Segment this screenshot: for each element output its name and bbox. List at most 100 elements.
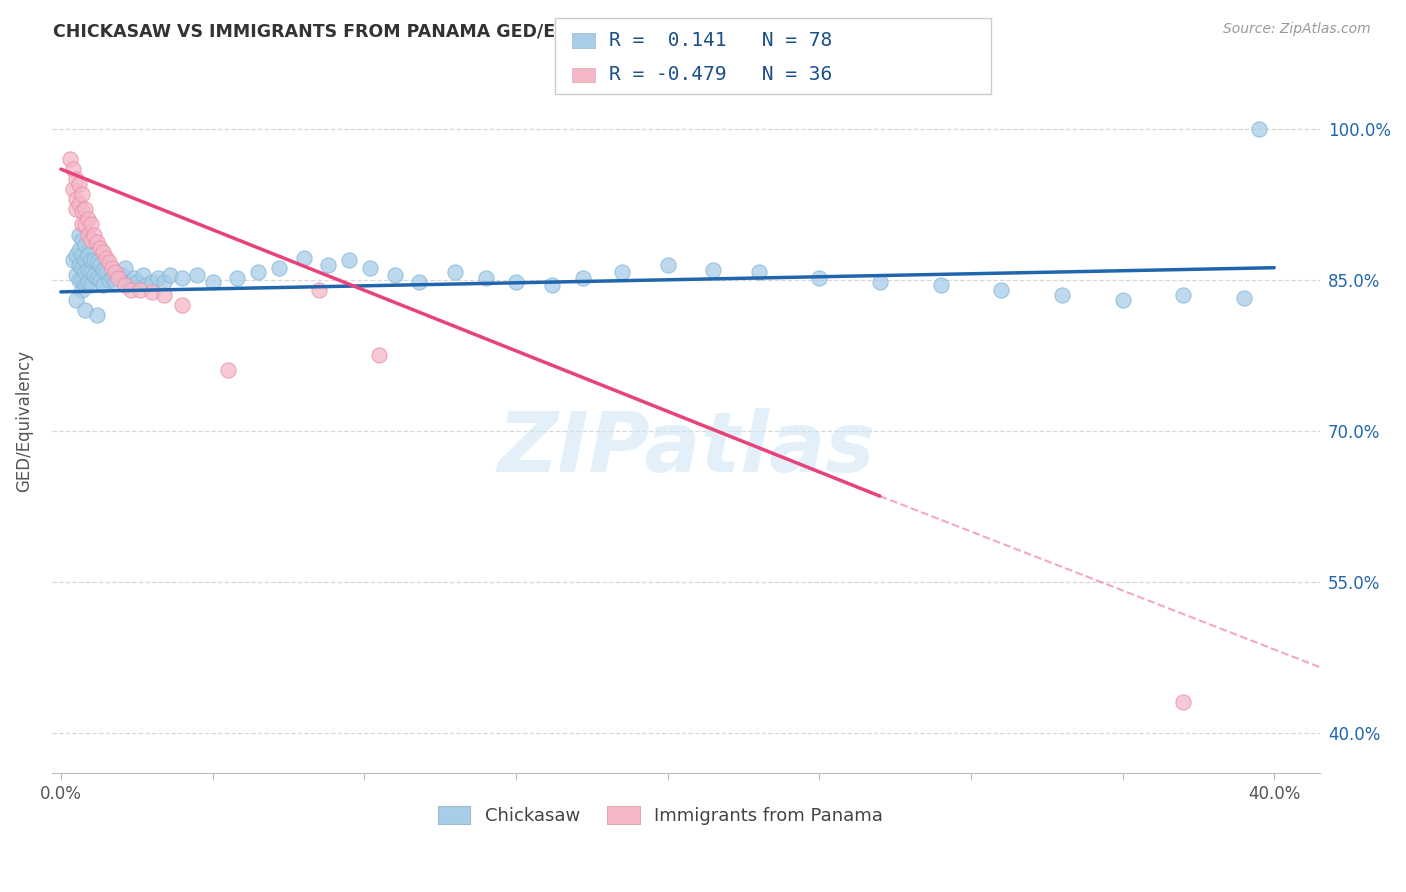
Legend: Chickasaw, Immigrants from Panama: Chickasaw, Immigrants from Panama: [429, 797, 891, 834]
Text: R = -0.479   N = 36: R = -0.479 N = 36: [609, 65, 832, 84]
Point: [80, 218, 103, 232]
Point: [657, 258, 679, 272]
Point: [70, 218, 93, 232]
Point: [62, 252, 84, 267]
Point: [135, 277, 157, 292]
Point: [65, 202, 87, 217]
Point: [990, 283, 1012, 297]
Y-axis label: GED/Equivalency: GED/Equivalency: [15, 350, 32, 491]
Point: [505, 275, 527, 289]
Point: [86, 254, 108, 268]
Point: [89, 273, 111, 287]
Point: [91, 244, 114, 259]
Point: [67, 258, 90, 272]
Point: [75, 277, 97, 292]
Point: [101, 260, 124, 275]
Point: [610, 265, 633, 279]
Point: [77, 247, 100, 261]
Point: [571, 270, 593, 285]
Point: [104, 275, 127, 289]
Point: [269, 260, 291, 275]
Point: [541, 277, 564, 292]
Point: [384, 268, 406, 282]
Point: [101, 270, 124, 285]
Point: [59, 152, 82, 166]
Point: [65, 172, 87, 186]
Point: [65, 293, 87, 307]
Point: [75, 202, 97, 217]
Point: [122, 270, 145, 285]
Point: [869, 275, 891, 289]
Point: [114, 260, 136, 275]
Point: [444, 265, 467, 279]
Point: [70, 204, 93, 219]
Point: [159, 268, 181, 282]
Point: [1247, 121, 1270, 136]
Point: [107, 270, 129, 285]
Point: [1173, 288, 1195, 302]
Point: [110, 268, 132, 282]
Point: [146, 270, 169, 285]
Point: [201, 275, 224, 289]
Point: [225, 270, 247, 285]
Point: [1050, 288, 1073, 302]
Point: [70, 187, 93, 202]
Point: [808, 270, 831, 285]
Text: R =  0.141   N = 78: R = 0.141 N = 78: [609, 31, 832, 50]
Point: [1111, 293, 1133, 307]
Point: [67, 273, 90, 287]
Point: [1173, 695, 1195, 709]
Point: [217, 363, 239, 377]
Point: [80, 265, 103, 279]
Point: [80, 233, 103, 247]
Point: [86, 235, 108, 249]
Point: [141, 275, 163, 289]
Point: [77, 227, 100, 242]
Point: [125, 275, 148, 289]
Point: [67, 178, 90, 192]
Point: [65, 192, 87, 206]
Point: [292, 251, 315, 265]
Text: Source: ZipAtlas.com: Source: ZipAtlas.com: [1223, 22, 1371, 37]
Point: [62, 182, 84, 196]
Text: ZIPatlas: ZIPatlas: [496, 409, 875, 490]
Point: [929, 277, 952, 292]
Point: [89, 241, 111, 255]
Point: [83, 227, 105, 242]
Point: [62, 162, 84, 177]
Point: [75, 265, 97, 279]
Point: [70, 247, 93, 261]
Point: [67, 197, 90, 211]
Point: [70, 273, 93, 287]
Point: [172, 298, 194, 312]
Point: [77, 262, 100, 277]
Point: [98, 273, 121, 287]
Point: [1233, 291, 1256, 305]
Point: [308, 283, 330, 297]
Point: [120, 283, 142, 297]
Point: [172, 270, 194, 285]
Point: [86, 270, 108, 285]
Point: [702, 262, 724, 277]
Text: CHICKASAW VS IMMIGRANTS FROM PANAMA GED/EQUIVALENCY CORRELATION CHART: CHICKASAW VS IMMIGRANTS FROM PANAMA GED/…: [53, 22, 894, 40]
Point: [67, 243, 90, 257]
Point: [104, 265, 127, 279]
Point: [65, 247, 87, 261]
Point: [83, 268, 105, 282]
Point: [80, 252, 103, 267]
Point: [96, 265, 118, 279]
Point: [65, 268, 87, 282]
Point: [67, 227, 90, 242]
Point: [747, 265, 769, 279]
Point: [75, 252, 97, 267]
Point: [77, 275, 100, 289]
Point: [141, 285, 163, 299]
Point: [80, 277, 103, 292]
Point: [368, 348, 391, 362]
Point: [91, 277, 114, 292]
Point: [128, 283, 150, 297]
Point: [98, 254, 121, 268]
Point: [117, 275, 139, 289]
Point: [408, 275, 430, 289]
Point: [75, 218, 97, 232]
